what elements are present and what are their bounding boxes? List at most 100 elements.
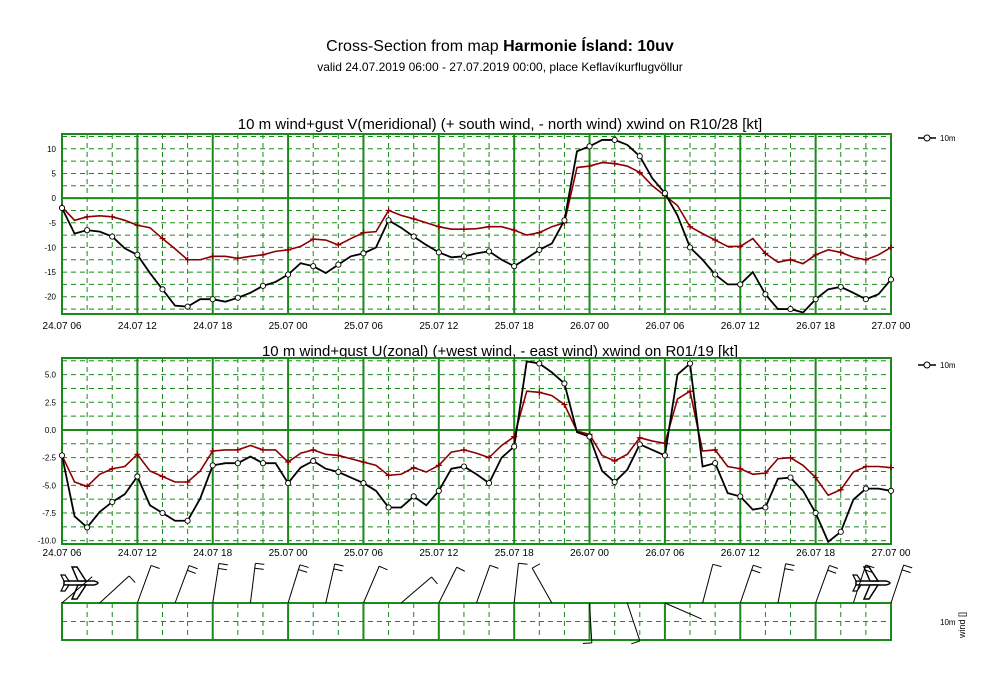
wind-barb-feather [712,563,722,568]
gust-point-marker [762,250,769,257]
gust-point-marker [636,169,643,176]
10m-point-marker [385,504,392,511]
wind-barb [136,565,152,604]
gust-point-marker [687,388,694,395]
wind-legend-label: 10m [940,618,956,627]
gust-point-marker [586,163,593,170]
wind-barb-feather [864,569,873,574]
u-zonal-chart: 10 m wind+gust U(zonal) (+west wind, - e… [38,343,956,559]
wind-barb [815,565,830,604]
gust-point-marker [787,454,794,461]
gust-point-marker [687,223,694,230]
wind-barb-feather [379,565,388,571]
y-tick-label: 5.0 [45,371,57,380]
10m-point-marker [410,493,417,500]
gust-point-marker [209,253,216,260]
gust-point-marker [460,226,467,233]
gust-point-marker [862,463,869,470]
wind-barb [852,564,867,604]
v-chart-y-ticks: 10 5 0 -5 -10 -15 -20 [44,145,56,302]
wind-barb-feather [334,563,344,567]
gust-point-marker [410,215,417,222]
wind-barb [287,564,301,604]
gust-point-marker [159,235,166,242]
u-chart-legend: 10m [918,361,956,370]
10m-point-marker [259,282,267,289]
10m-point-marker [410,233,417,240]
x-tick-label: 24.07 18 [193,548,232,559]
wind-barb-feather [829,564,839,569]
10m-point-marker [661,190,668,197]
10m-point-marker [385,217,392,224]
airplane-icon [60,566,99,600]
wind-barb-feather [218,562,228,566]
gust-point-marker [285,459,292,466]
gust-point-marker [862,256,869,263]
10m-point-marker [435,487,442,494]
x-tick-label: 26.07 18 [796,321,835,332]
wind-barb-feather [631,640,641,645]
10m-point-marker [285,271,292,278]
wind-barb-feather [299,564,309,568]
wind-barb-feather [188,565,198,570]
x-tick-label: 24.07 06 [43,548,82,559]
x-tick-label: 26.07 00 [570,321,609,332]
10m-point-marker [259,460,267,467]
y-tick-label: -5 [49,219,57,228]
gust-point-marker [762,470,769,477]
wind-barb [400,576,432,604]
wind-barb-feather [903,564,913,569]
gust-point-marker [812,251,819,258]
x-tick-label: 26.07 00 [570,548,609,559]
10m-point-marker [109,233,116,240]
10m-point-marker [184,517,191,524]
10m-point-marker [435,249,442,256]
wind-barb-feather [784,568,794,571]
wind-barb-feather [254,567,264,570]
10m-point-marker [310,263,317,270]
x-tick-label: 27.07 00 [872,548,911,559]
wind-barb-feather [298,569,308,573]
x-tick-label: 26.07 12 [721,321,760,332]
gust-point-marker [435,223,442,230]
10m-point-marker [812,509,819,517]
10m-point-marker [862,485,869,492]
wind-barb [438,566,458,604]
10m-point-marker [712,460,719,467]
x-tick-label: 24.07 12 [118,548,157,559]
y-tick-label: 0.0 [45,426,57,435]
wind-barb [626,602,641,642]
gust-point-marker [888,464,894,471]
wind-barb-feather [431,576,438,585]
wind-barb-feather [128,575,136,583]
10m-point-marker [837,528,844,535]
10m-point-marker [636,153,643,160]
wind-barb [513,563,520,604]
y-tick-label: 5 [52,169,57,178]
10m-point-marker [360,480,367,487]
gust-point-marker [385,472,392,479]
wind-barb-feather [333,568,343,572]
10m-point-marker [737,281,744,288]
x-tick-label: 27.07 00 [872,321,911,332]
wind-barb [99,575,130,604]
wind-barb-feather [582,642,592,644]
10m-point-marker [586,433,593,440]
10m-point-marker [460,463,467,470]
gust-point-marker [335,241,342,248]
gust-point-marker [636,434,643,441]
10m-point-marker [762,291,769,298]
10m-point-marker [58,204,66,212]
series-line-gust [61,389,892,497]
wind-barb [362,566,380,604]
wind-barb-feather [150,564,160,569]
gust-point-marker [611,457,618,464]
10m-point-marker [536,360,543,367]
gust-point-marker [310,236,317,243]
u-chart-x-ticks: 24.07 06 24.07 12 24.07 18 25.07 00 25.07 06… [43,548,911,559]
x-tick-label: 25.07 12 [419,321,458,332]
gust-point-marker [737,465,744,472]
x-tick-label: 24.07 18 [193,321,232,332]
gust-point-marker [84,213,91,220]
wind-barb [702,564,714,604]
